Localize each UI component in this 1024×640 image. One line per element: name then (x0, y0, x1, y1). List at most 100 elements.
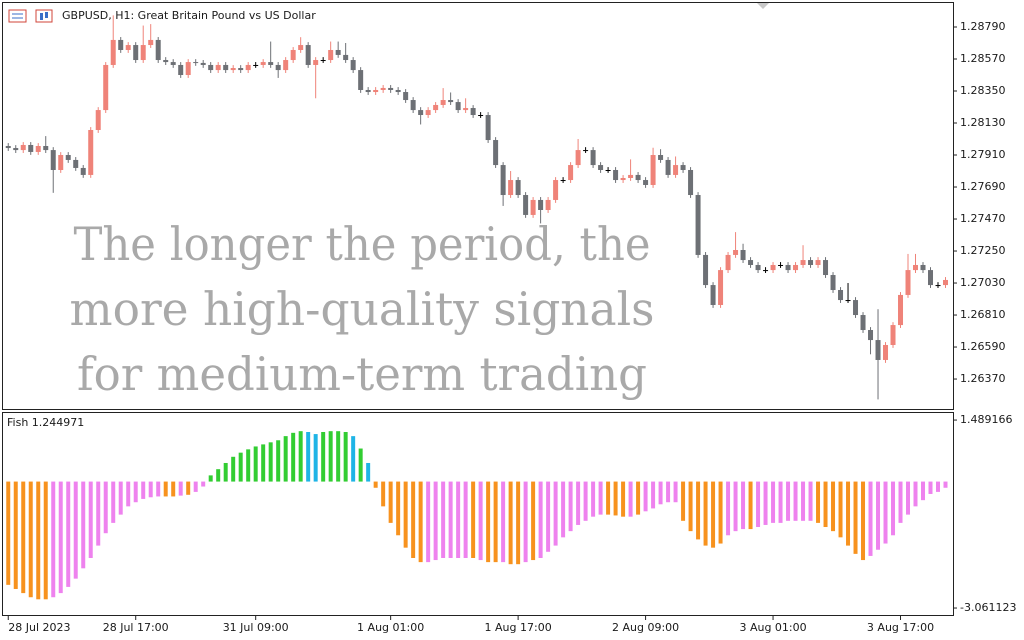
y-tick-label: 1.27690 (960, 180, 1006, 193)
candle-body (508, 180, 514, 196)
x-tick-label: 28 Jul 17:00 (103, 621, 169, 634)
histogram-bar (621, 481, 626, 517)
histogram-bar (441, 481, 446, 558)
histogram-bar (156, 481, 161, 497)
candle-body (703, 254, 709, 286)
candle-body (290, 49, 296, 61)
histogram-bar (688, 481, 693, 532)
candle-body (808, 260, 814, 265)
candle-body (778, 264, 784, 266)
y-tick-label: 1.489166 (960, 413, 1013, 426)
candle-body (725, 254, 731, 271)
candle-body (320, 60, 326, 62)
shift-marker[interactable] (757, 3, 769, 9)
histogram-bar (718, 481, 723, 544)
candle-body (823, 260, 829, 276)
candle-body (298, 45, 304, 50)
overlay-text: more high-quality signals (70, 282, 655, 336)
symbol-title: GBPUSD, H1: Great Britain Pound vs US Do… (62, 9, 316, 22)
histogram-bar (756, 481, 761, 528)
y-tick-label: 1.27030 (960, 276, 1006, 289)
candle-body (163, 60, 169, 63)
y-tick-label: -3.061123 (960, 601, 1016, 614)
candle-body (523, 195, 529, 215)
candle-body (425, 110, 431, 116)
histogram-bar (193, 481, 198, 492)
y-tick-label: 1.28350 (960, 84, 1006, 97)
icon-chart[interactable] (35, 9, 53, 23)
histogram-bar (418, 481, 423, 563)
candle-body (268, 62, 274, 65)
candle-body (883, 344, 889, 360)
candle-body (530, 199, 536, 215)
histogram-bar (253, 446, 258, 482)
histogram-bar (58, 481, 63, 594)
histogram-bar (771, 481, 776, 523)
candle-body (193, 62, 199, 64)
histogram-bar (928, 481, 933, 494)
candle-body (733, 250, 739, 255)
histogram-bar (171, 481, 176, 497)
candle-body (635, 174, 641, 181)
histogram-bar (163, 481, 168, 497)
candle-body (223, 64, 229, 71)
indicator-pane (2, 412, 954, 616)
candle-body (568, 165, 574, 181)
candle-body (913, 264, 919, 271)
histogram-bar (306, 432, 311, 482)
candle-body (853, 300, 859, 316)
candle-body (253, 64, 259, 66)
toolbar-icons[interactable] (8, 9, 53, 23)
histogram-bar (733, 481, 738, 532)
candle-body (770, 264, 776, 271)
histogram-bar (681, 481, 686, 521)
histogram-bar (268, 442, 273, 482)
candle-body (275, 64, 281, 71)
candle-body (538, 199, 544, 211)
candle-body (5, 145, 11, 149)
candle-body (95, 110, 101, 130)
y-tick-label: 1.27250 (960, 244, 1006, 257)
histogram-bar (516, 481, 521, 565)
y-tick-label: 1.26590 (960, 340, 1006, 353)
candle-body (860, 315, 866, 331)
candle-body (515, 180, 521, 196)
histogram-bar (696, 481, 701, 540)
candle-body (80, 167, 86, 175)
candle-body (748, 260, 754, 265)
candle-body (88, 129, 94, 175)
x-tick-label: 3 Aug 17:00 (867, 621, 934, 634)
candle-body (455, 102, 461, 111)
histogram-bar (463, 481, 468, 558)
candle-body (448, 100, 454, 103)
histogram-bar (231, 456, 236, 482)
candle-body (590, 150, 596, 166)
histogram-bar (831, 481, 836, 532)
histogram-bar (846, 481, 851, 546)
histogram-bar (366, 462, 371, 482)
overlay-text: The longer the period, the (74, 217, 651, 271)
main-pane (2, 2, 954, 410)
histogram-bar (883, 481, 888, 544)
x-tick-label: 2 Aug 09:00 (612, 621, 679, 634)
candle-body (388, 87, 394, 90)
histogram-bar (493, 481, 498, 563)
candle-body (238, 68, 244, 71)
candle-body (208, 64, 214, 71)
icon-list[interactable] (8, 9, 27, 23)
histogram-bar (726, 481, 731, 536)
histogram-bar (373, 481, 378, 488)
candle-body (793, 264, 799, 271)
candle-body (50, 150, 56, 170)
candle-body (763, 270, 769, 272)
candle-body (920, 264, 926, 271)
candle-body (335, 49, 341, 55)
candle-body (650, 155, 656, 185)
candle-body (65, 155, 71, 160)
y-tick-label: 1.27910 (960, 148, 1006, 161)
candle-body (710, 285, 716, 305)
candle-body (928, 270, 934, 286)
histogram-bar (321, 432, 326, 482)
histogram-bar (838, 481, 843, 538)
